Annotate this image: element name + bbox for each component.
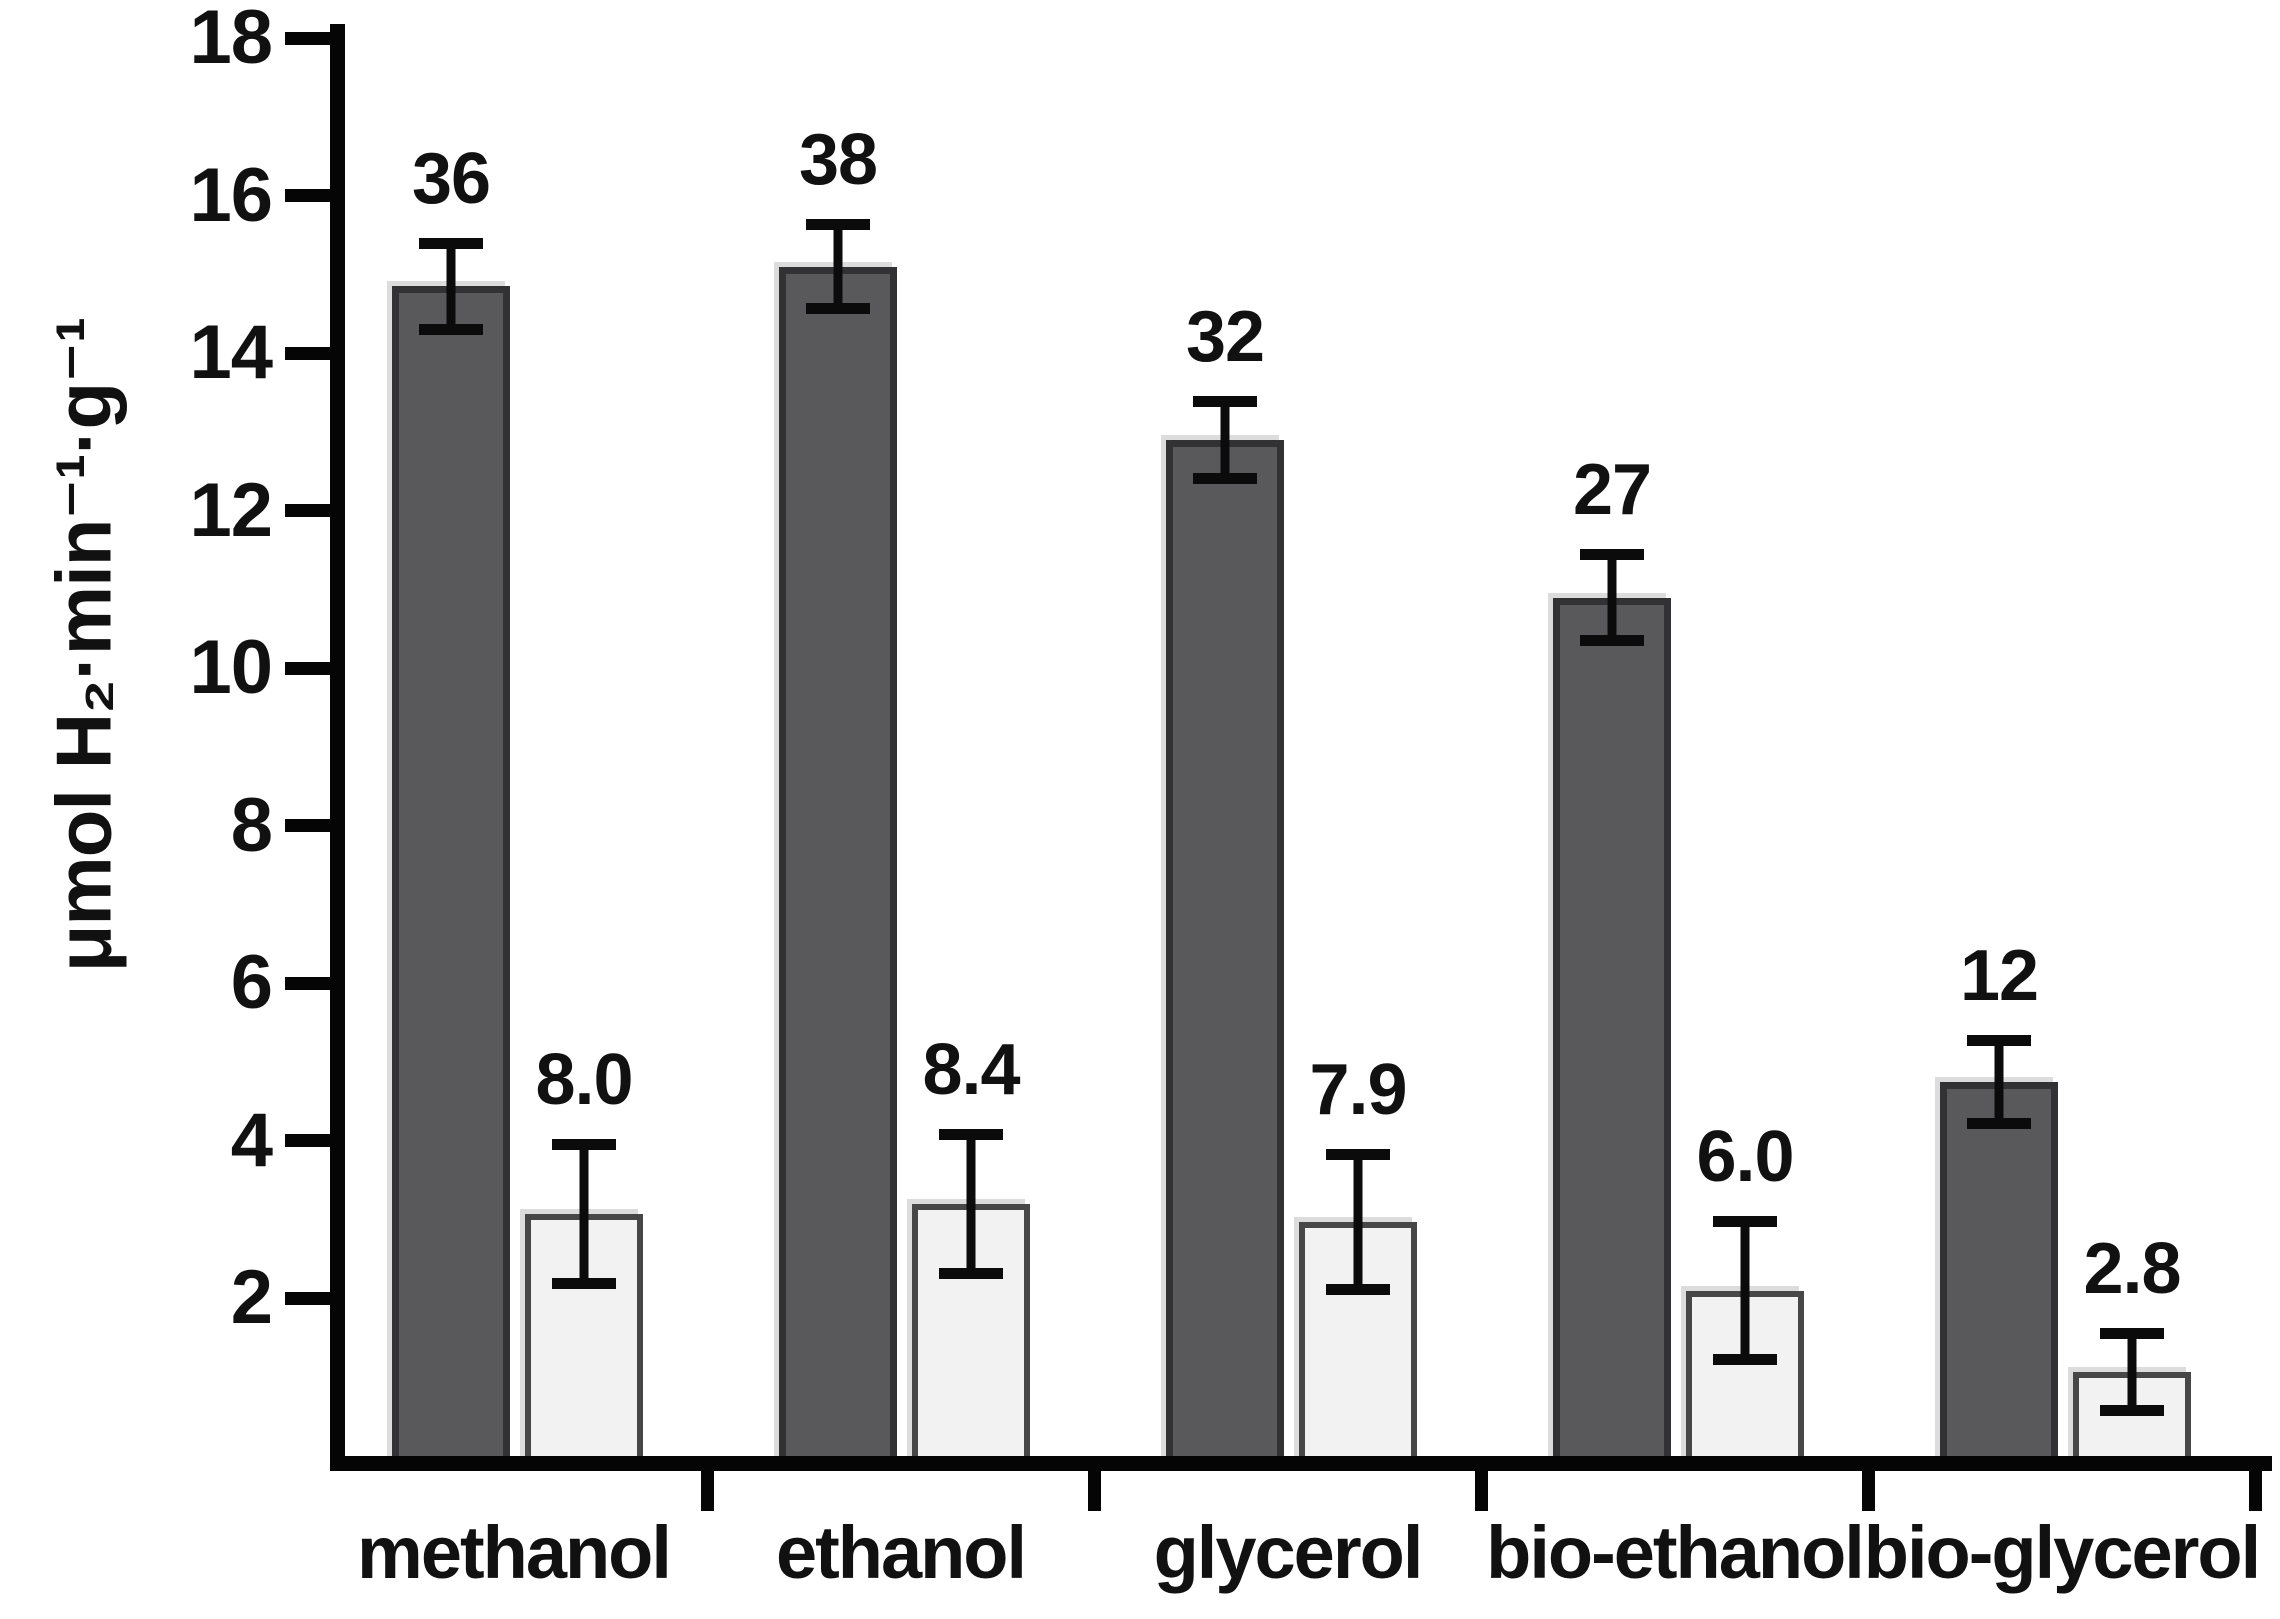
error-bar-light-bio-glycerol: [2100, 1327, 2164, 1416]
error-bar-cap-top-dark-methanol: [419, 237, 483, 249]
y-tick-label-2: 2: [230, 1255, 273, 1341]
error-bar-line-dark-bio-ethanol: [1607, 548, 1617, 647]
bar-value-label-dark-ethanol: 38: [798, 120, 878, 201]
bar-dark-ethanol: [779, 266, 897, 1464]
y-axis-line: [330, 24, 345, 1471]
bar-dark-glycerol: [1166, 439, 1284, 1464]
error-bar-line-dark-bio-glycerol: [1994, 1034, 2004, 1130]
bar-value-label-light-ethanol: 8.4: [922, 1030, 1020, 1111]
error-bar-cap-top-light-bio-ethanol: [1713, 1215, 1777, 1227]
y-tick-18: [285, 31, 330, 45]
error-bar-cap-top-dark-bio-glycerol: [1967, 1034, 2031, 1046]
x-axis-separator-tick-3: [1474, 1471, 1488, 1511]
y-tick-4: [285, 1134, 330, 1148]
category-label-bio-glycerol: bio-glycerol: [1863, 1511, 2261, 1594]
bar-value-label-dark-bio-glycerol: 12: [1959, 935, 2039, 1016]
error-bar-cap-bottom-light-bio-glycerol: [2100, 1404, 2164, 1416]
error-bar-cap-top-dark-ethanol: [806, 219, 870, 231]
category-label-methanol: methanol: [357, 1511, 672, 1594]
error-bar-cap-bottom-light-ethanol: [939, 1267, 1003, 1279]
error-bar-cap-bottom-light-bio-ethanol: [1713, 1354, 1777, 1366]
error-bar-light-bio-ethanol: [1713, 1215, 1777, 1366]
bar-dark-bio-ethanol: [1553, 597, 1671, 1464]
x-axis-line: [330, 1456, 2272, 1471]
error-bar-line-dark-glycerol: [1220, 395, 1230, 485]
y-tick-label-6: 6: [230, 940, 273, 1026]
y-tick-16: [285, 189, 330, 203]
error-bar-light-methanol: [552, 1139, 616, 1290]
bar-value-label-dark-methanol: 36: [411, 138, 491, 219]
y-tick-label-8: 8: [230, 782, 273, 868]
bar-value-label-dark-glycerol: 32: [1185, 296, 1265, 377]
error-bar-line-dark-ethanol: [833, 219, 843, 314]
error-bar-dark-bio-ethanol: [1580, 548, 1644, 647]
error-bar-light-glycerol: [1326, 1148, 1390, 1296]
error-bar-cap-top-dark-bio-ethanol: [1580, 548, 1644, 560]
error-bar-cap-bottom-light-methanol: [552, 1278, 616, 1290]
y-tick-14: [285, 346, 330, 360]
category-label-glycerol: glycerol: [1153, 1511, 1424, 1594]
y-tick-label-16: 16: [189, 152, 273, 238]
error-bar-line-light-methanol: [579, 1139, 589, 1290]
bar-value-label-light-glycerol: 7.9: [1309, 1049, 1407, 1130]
x-axis-separator-tick-5: [2248, 1471, 2262, 1511]
bar-value-label-dark-bio-ethanol: 27: [1572, 449, 1652, 530]
error-bar-cap-bottom-dark-methanol: [419, 324, 483, 336]
bar-dark-methanol: [392, 286, 510, 1464]
error-bar-cap-top-light-ethanol: [939, 1129, 1003, 1141]
error-bar-cap-top-light-methanol: [552, 1139, 616, 1151]
error-bar-line-light-ethanol: [966, 1129, 976, 1279]
error-bar-cap-top-light-bio-glycerol: [2100, 1327, 2164, 1339]
error-bar-cap-top-light-glycerol: [1326, 1148, 1390, 1160]
error-bar-cap-bottom-dark-bio-ethanol: [1580, 635, 1644, 647]
error-bar-cap-bottom-dark-ethanol: [806, 302, 870, 314]
y-tick-8: [285, 819, 330, 833]
error-bar-line-dark-methanol: [446, 237, 456, 336]
y-axis-title: μmol H₂·min⁻¹·g⁻¹: [39, 317, 128, 973]
y-tick-label-10: 10: [189, 625, 273, 711]
error-bar-line-light-bio-glycerol: [2127, 1327, 2137, 1416]
bar-value-label-light-methanol: 8.0: [535, 1040, 633, 1121]
error-bar-line-light-bio-ethanol: [1740, 1215, 1750, 1366]
error-bar-dark-methanol: [419, 237, 483, 336]
bar-value-label-light-bio-ethanol: 6.0: [1696, 1116, 1794, 1197]
y-tick-10: [285, 661, 330, 675]
y-tick-12: [285, 504, 330, 518]
bar-value-label-light-bio-glycerol: 2.8: [2083, 1228, 2181, 1309]
y-tick-label-14: 14: [189, 310, 273, 396]
category-label-ethanol: ethanol: [775, 1511, 1027, 1594]
error-bar-dark-ethanol: [806, 219, 870, 314]
y-tick-2: [285, 1291, 330, 1305]
error-bar-cap-bottom-light-glycerol: [1326, 1284, 1390, 1296]
error-bar-dark-glycerol: [1193, 395, 1257, 485]
y-tick-label-4: 4: [230, 1097, 273, 1183]
error-bar-line-light-glycerol: [1353, 1148, 1363, 1296]
error-bar-cap-bottom-dark-glycerol: [1193, 473, 1257, 485]
error-bar-dark-bio-glycerol: [1967, 1034, 2031, 1130]
error-bar-light-ethanol: [939, 1129, 1003, 1279]
y-tick-6: [285, 976, 330, 990]
y-tick-label-12: 12: [189, 467, 273, 553]
error-bar-cap-bottom-dark-bio-glycerol: [1967, 1118, 2031, 1130]
error-bar-cap-top-dark-glycerol: [1193, 395, 1257, 407]
category-label-bio-ethanol: bio-ethanol: [1486, 1511, 1865, 1594]
x-axis-separator-tick-2: [1087, 1471, 1101, 1511]
x-axis-separator-tick-4: [1861, 1471, 1875, 1511]
y-tick-label-18: 18: [189, 0, 273, 81]
x-axis-separator-tick-1: [700, 1471, 714, 1511]
